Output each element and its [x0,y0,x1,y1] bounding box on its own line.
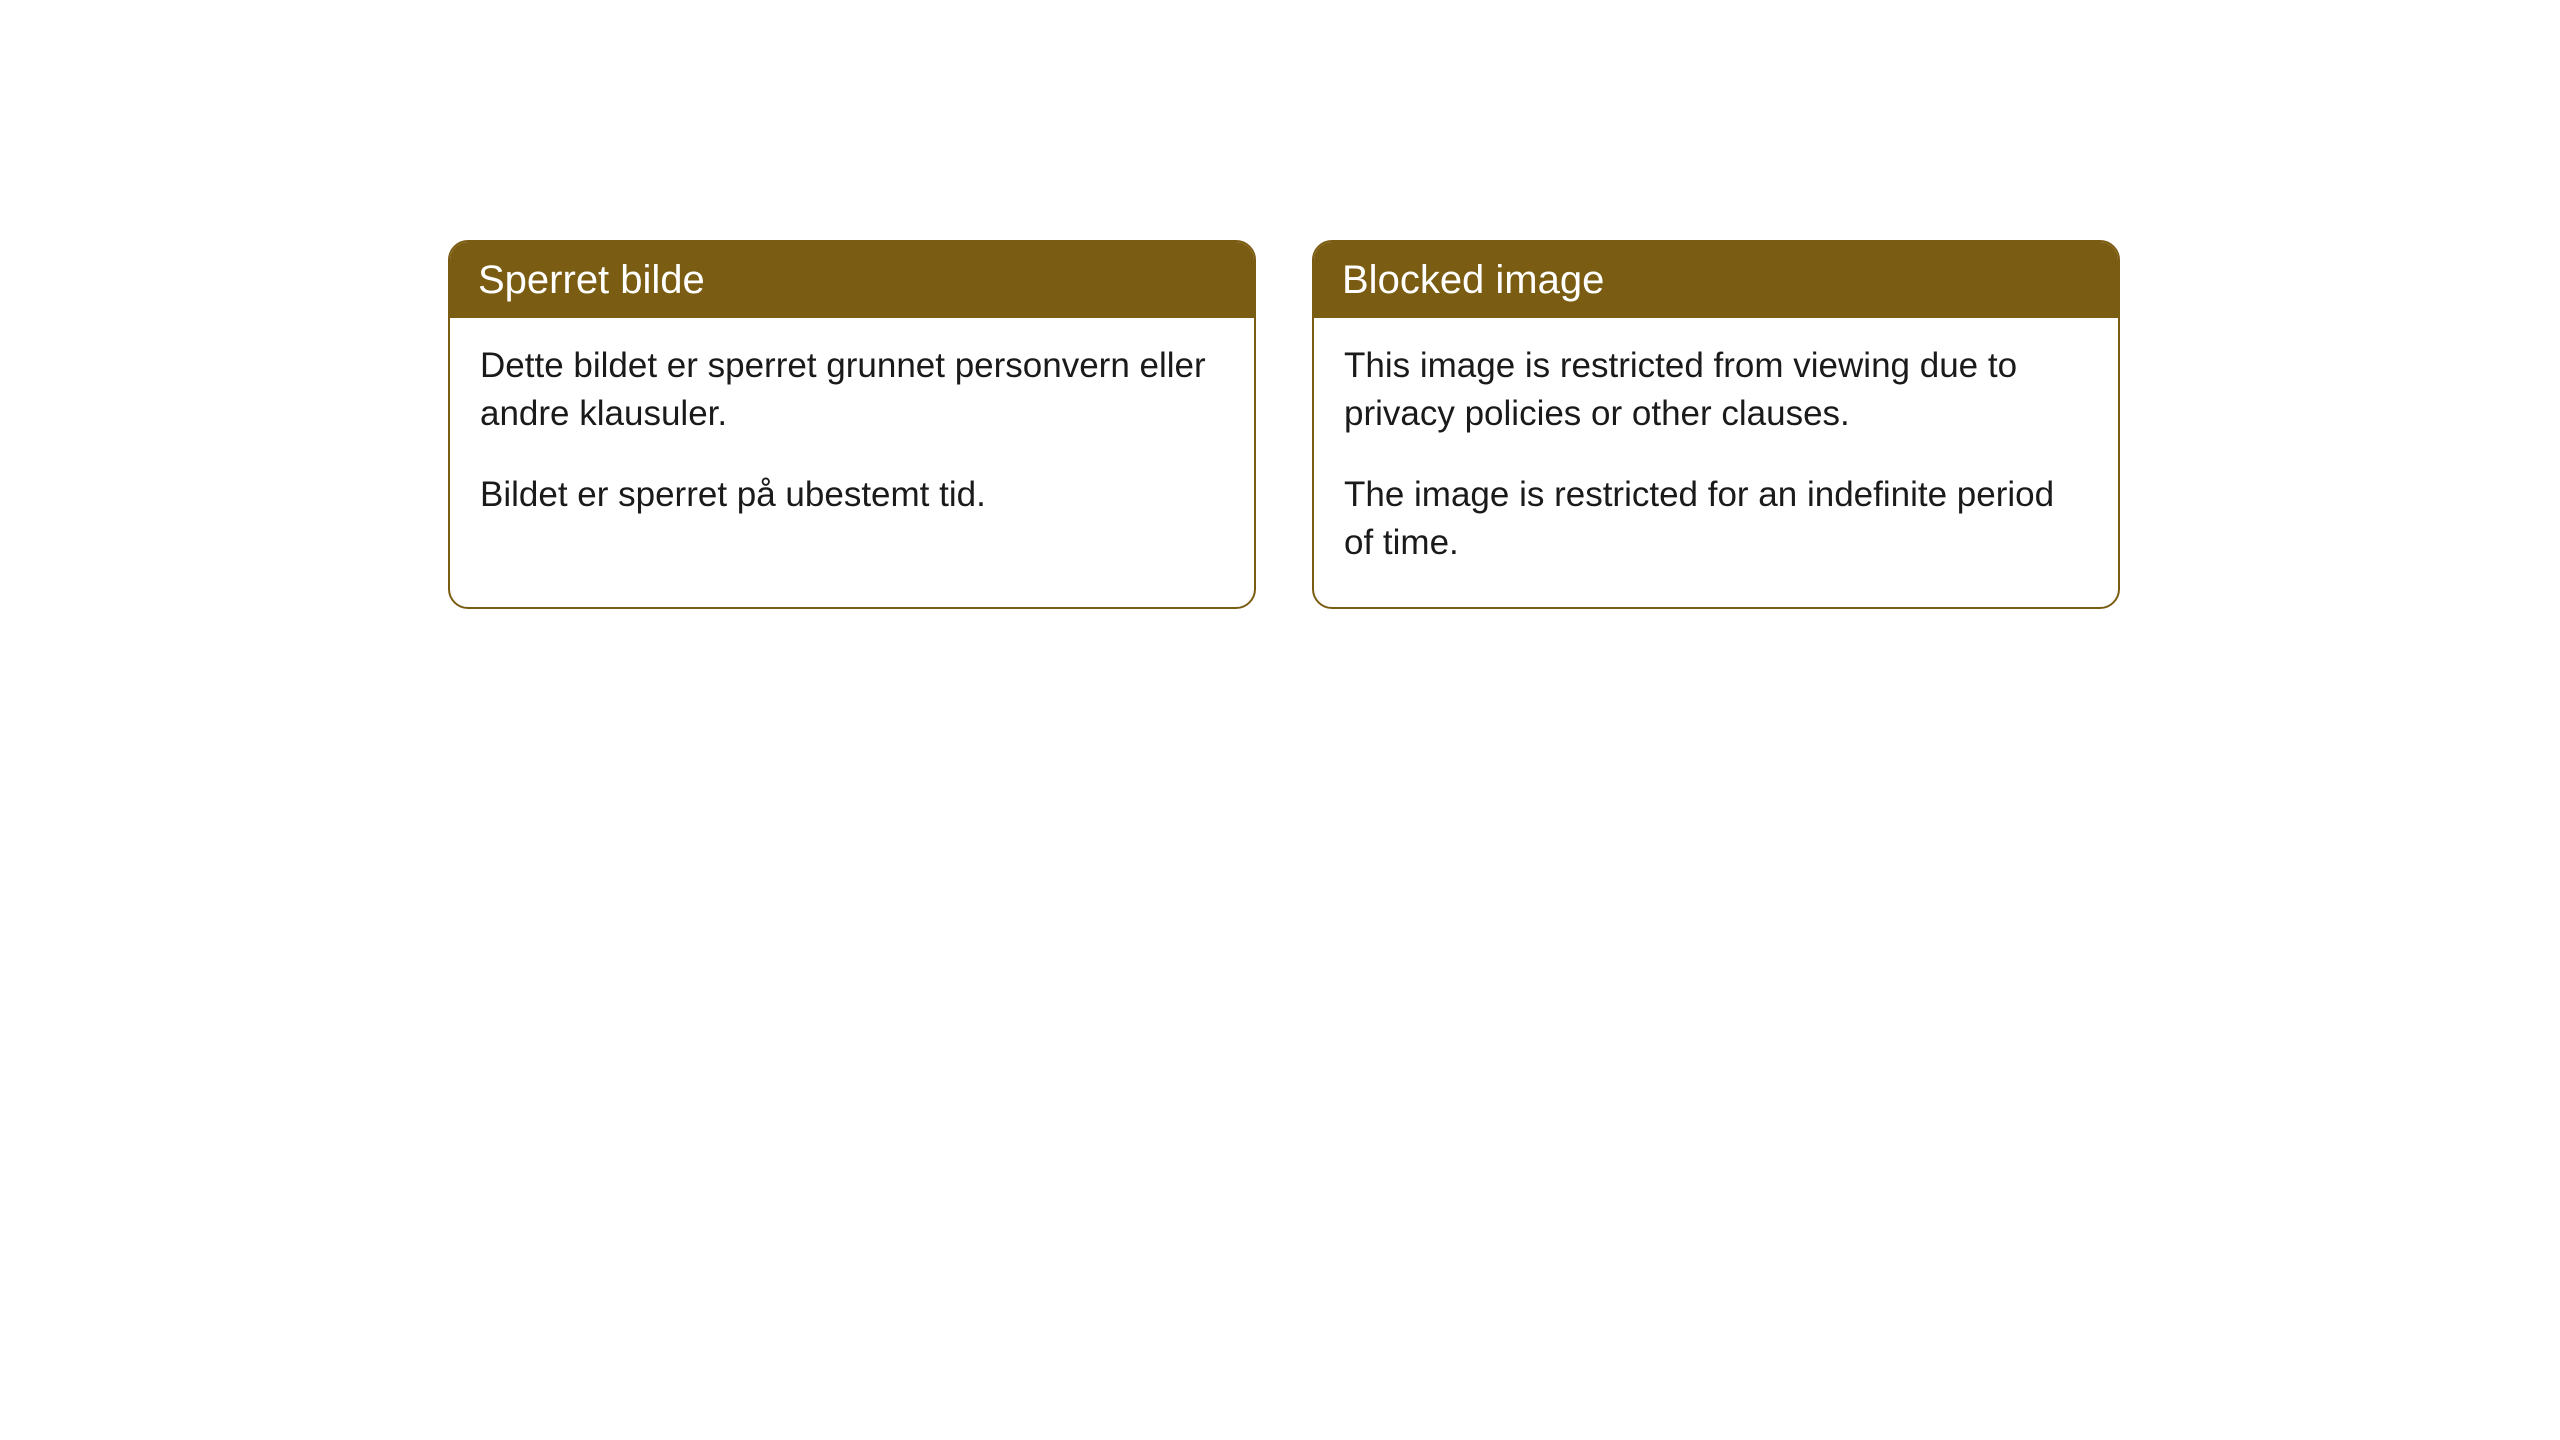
card-body: Dette bildet er sperret grunnet personve… [450,318,1254,559]
notice-card-english: Blocked image This image is restricted f… [1312,240,2120,609]
card-header: Sperret bilde [450,242,1254,318]
card-body: This image is restricted from viewing du… [1314,318,2118,607]
card-title: Sperret bilde [478,258,705,302]
card-header: Blocked image [1314,242,2118,318]
card-title: Blocked image [1342,258,1604,302]
card-paragraph: The image is restricted for an indefinit… [1344,471,2088,568]
card-paragraph: Bildet er sperret på ubestemt tid. [480,471,1224,519]
notice-cards-container: Sperret bilde Dette bildet er sperret gr… [448,240,2120,609]
card-paragraph: Dette bildet er sperret grunnet personve… [480,342,1224,439]
notice-card-norwegian: Sperret bilde Dette bildet er sperret gr… [448,240,1256,609]
card-paragraph: This image is restricted from viewing du… [1344,342,2088,439]
